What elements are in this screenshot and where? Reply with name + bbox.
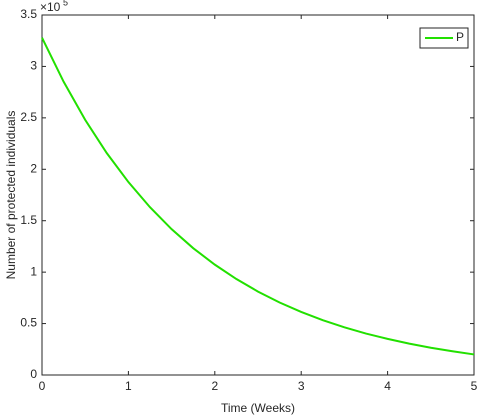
y-tick-label: 2.5 xyxy=(20,110,37,124)
x-tick-label: 0 xyxy=(39,379,46,393)
x-axis-label: Time (Weeks) xyxy=(221,401,295,415)
data-line xyxy=(41,37,475,356)
x-tick-label: 5 xyxy=(471,379,478,393)
x-tick-label: 4 xyxy=(384,379,391,393)
y-tick-label: 0 xyxy=(30,367,37,381)
y-exponent-power: 5 xyxy=(63,0,68,7)
y-tick-label: 3 xyxy=(30,59,37,73)
x-tick-label: 3 xyxy=(298,379,305,393)
y-tick-label: 2 xyxy=(30,161,37,175)
x-tick-label: 2 xyxy=(211,379,218,393)
x-tick-label: 1 xyxy=(125,379,132,393)
y-exponent-base: ×10 xyxy=(40,0,61,14)
y-tick-label: 1 xyxy=(30,264,37,278)
y-axis-label: Number of protected individuals xyxy=(4,111,18,280)
y-tick-label: 0.5 xyxy=(20,316,37,330)
legend-label: P xyxy=(456,30,464,44)
y-tick-label: 1.5 xyxy=(20,213,37,227)
axes-box xyxy=(41,14,475,376)
y-tick-label: 3.5 xyxy=(20,7,37,21)
